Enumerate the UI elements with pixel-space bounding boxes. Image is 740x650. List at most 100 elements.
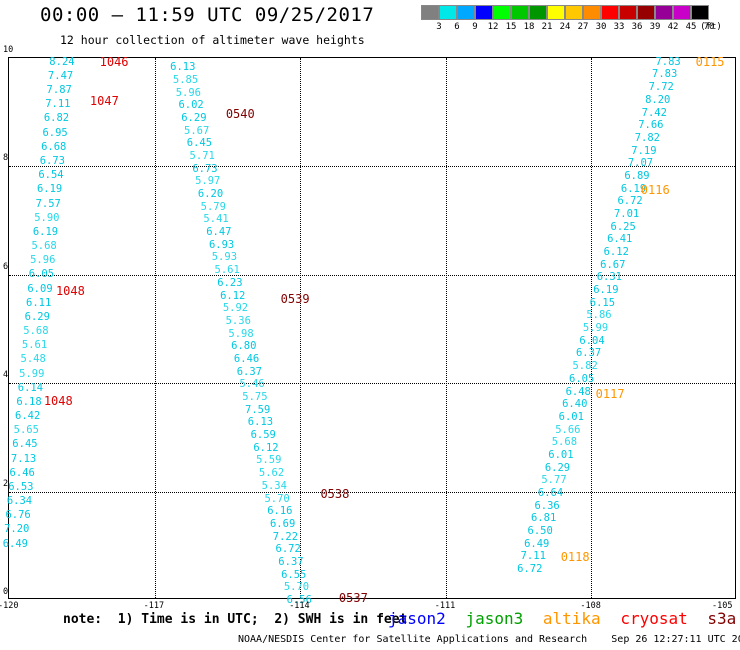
colorbar-swatch [583, 5, 601, 20]
wave-height-value: 5.85 [172, 73, 199, 86]
wave-height-value: 6.48 [565, 385, 591, 398]
colorbar-label: 33 [613, 22, 625, 32]
wave-height-value: 6.37 [575, 347, 602, 360]
wave-height-value: 7.22 [272, 530, 299, 543]
satellite-legend: jason2 jason3 altika cryosat s3a [388, 609, 740, 628]
wave-height-value: 7.20 [4, 523, 30, 536]
wave-height-value: 6.68 [41, 140, 67, 153]
wave-height-value: 6.82 [43, 112, 70, 125]
wave-height-value: 5.93 [211, 251, 238, 264]
wave-height-value: 7.72 [648, 81, 674, 94]
latitude-label: 8 [3, 153, 9, 164]
colorbar-swatch [493, 5, 511, 20]
latitude-gridline [9, 491, 735, 493]
wave-height-value: 5.67 [184, 124, 210, 137]
wave-height-value: 5.62 [258, 467, 285, 480]
wave-height-value: 6.72 [275, 543, 301, 556]
wave-height-value: 8.20 [645, 93, 671, 106]
longitude-label: -105 [712, 601, 733, 611]
wave-height-value: 6.59 [250, 429, 276, 442]
wave-height-value: 6.13 [170, 61, 196, 74]
wave-height-value: 6.12 [253, 441, 279, 454]
wave-height-value: 6.04 [579, 334, 605, 347]
longitude-label: -108 [580, 601, 601, 611]
pass-time-label: 1048 [55, 284, 85, 299]
wave-height-value: 5.59 [256, 454, 282, 467]
map-subtitle: 12 hour collection of altimeter wave hei… [60, 33, 365, 47]
wave-height-value: 6.02 [178, 99, 204, 112]
map-plot-area: 8.24 7.47 7.87 7.11 6.82 6.95 6.68 6.73 6.54 6.19… [3, 55, 736, 606]
wave-height-value: 5.75 [242, 391, 268, 404]
wave-height-value: 7.83 [652, 68, 678, 81]
wave-height-value: 6.80 [231, 340, 257, 353]
pass-time-label: 0539 [280, 291, 310, 306]
wave-height-value: 5.68 [31, 240, 57, 253]
wave-height-value: 5.34 [261, 479, 287, 492]
wave-height-value: 6.18 [16, 395, 42, 408]
wave-height-value: 5.61 [214, 264, 240, 277]
colorbar-swatch [619, 5, 637, 20]
wave-height-value: 5.79 [200, 200, 226, 213]
latitude-gridline [9, 166, 735, 168]
colorbar-label: 15 [505, 22, 517, 32]
wave-height-value: 7.57 [35, 197, 61, 210]
colorbar-label: 39 [649, 22, 661, 32]
wave-height-value: 6.45 [12, 438, 38, 451]
pass-time-label: 0540 [225, 106, 255, 121]
colorbar-label: 70 [703, 22, 715, 32]
legend-jason3: jason3 [465, 609, 524, 628]
credit-line: NOAA/NESDIS Center for Satellite Applica… [238, 634, 740, 645]
longitude-label: -111 [434, 601, 456, 611]
wave-height-value: 6.73 [39, 154, 65, 167]
wave-height-value: 7.19 [631, 144, 657, 157]
wave-height-value: 5.61 [21, 339, 48, 352]
colorbar-swatch [601, 5, 619, 20]
wave-height-value: 6.72 [617, 195, 643, 208]
wave-height-value: 7.47 [47, 69, 74, 82]
colorbar-swatch [673, 5, 691, 20]
colorbar-swatch [421, 5, 439, 20]
wave-height-value: 5.77 [541, 474, 567, 487]
colorbar-label: 24 [559, 22, 571, 32]
wave-height-value: 6.34 [6, 495, 33, 508]
wave-height-value: 6.19 [36, 183, 63, 196]
wave-height-value: 6.19 [593, 284, 619, 297]
colorbar-swatch [637, 5, 655, 20]
pass-time-label: 0116 [640, 182, 670, 197]
wave-height-value: 5.97 [195, 175, 221, 188]
wave-height-value: 7.87 [46, 84, 72, 97]
pass-time-label: 0538 [320, 486, 350, 501]
wave-height-value: 7.66 [638, 119, 664, 132]
wave-height-value: 6.76 [5, 509, 31, 522]
wave-height-value: 6.31 [596, 271, 622, 284]
wave-height-value: 6.46 [9, 466, 35, 479]
wave-height-value: 6.49 [2, 537, 29, 550]
wave-height-value: 6.64 [537, 487, 564, 499]
wave-height-value: 6.56 [286, 594, 312, 606]
colorbar-label: 45 [685, 22, 697, 32]
wave-height-value: 5.70 [283, 581, 310, 594]
latitude-label: 10 [3, 45, 14, 55]
longitude-label: -120 [0, 601, 19, 611]
wave-height-value: 6.40 [562, 398, 588, 411]
wave-height-value: 6.55 [281, 568, 307, 581]
longitude-label: -117 [143, 601, 165, 611]
colorbar-label: 27 [577, 22, 589, 32]
legend-cryosat: cryosat [620, 609, 688, 628]
wave-height-value: 8.24 [49, 55, 75, 68]
latitude-gridline [9, 383, 735, 385]
wave-height-value: 6.37 [236, 365, 262, 378]
pass-time-label: 0118 [560, 549, 590, 564]
wave-height-value: 6.46 [233, 352, 260, 365]
wave-height-value: 6.72 [517, 563, 543, 576]
wave-height-value: 7.59 [245, 403, 271, 416]
wave-height-value: 6.41 [607, 233, 633, 246]
colorbar-swatch [655, 5, 673, 20]
pass-time-label: 1048 [43, 394, 73, 409]
wave-height-value: 7.83 [655, 55, 681, 68]
colorbar-swatch [457, 5, 475, 20]
wave-height-value: 6.29 [181, 111, 207, 124]
colorbar-label: 12 [487, 22, 499, 32]
wave-height-colorbar [421, 5, 709, 20]
wave-height-value: 5.96 [175, 86, 201, 99]
